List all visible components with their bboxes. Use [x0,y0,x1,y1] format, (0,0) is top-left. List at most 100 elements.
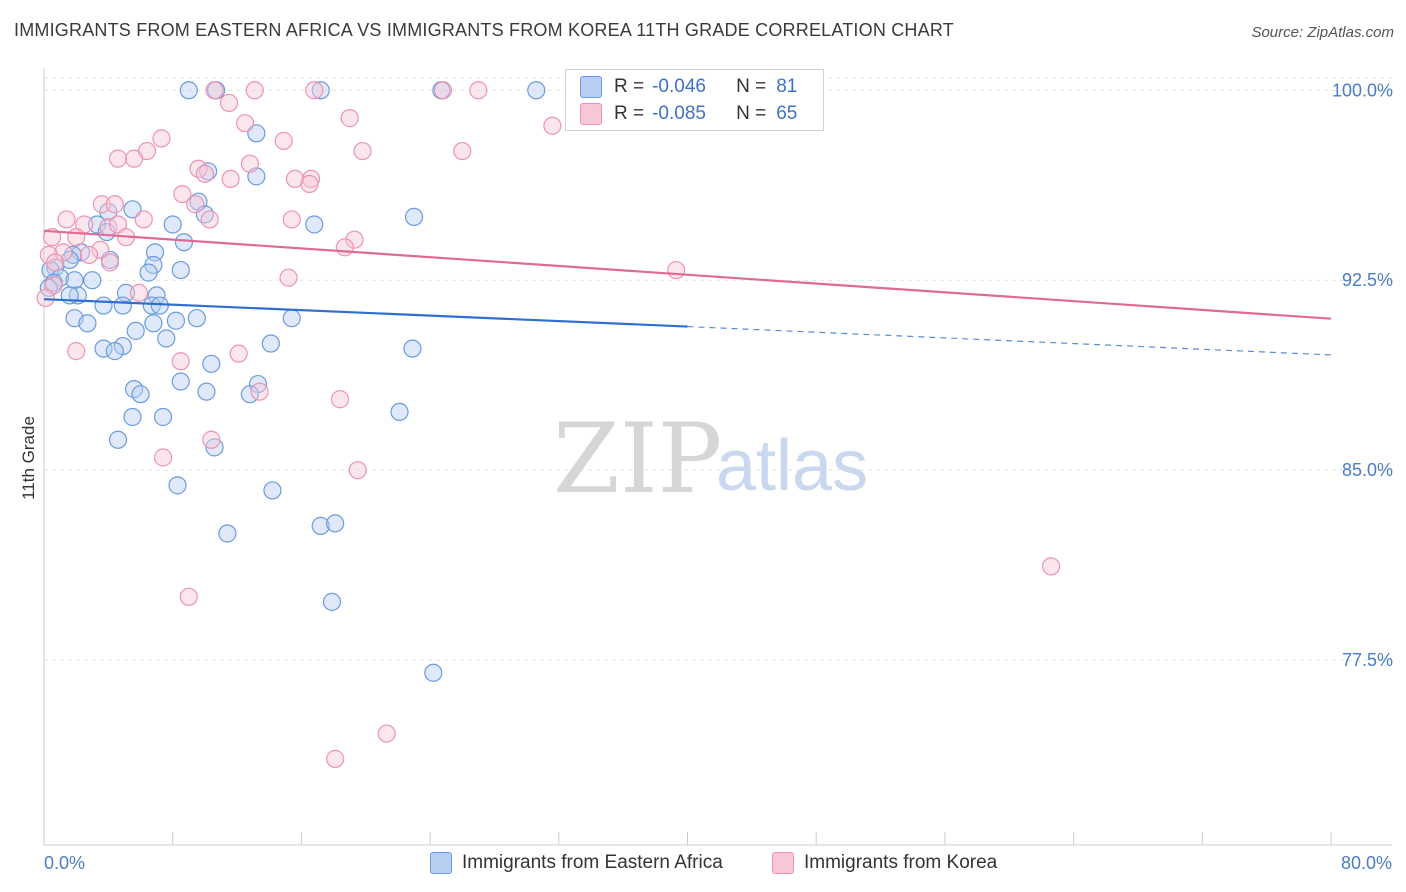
data-point [153,448,173,467]
data-point [67,228,86,247]
y-tick-label: 92.5% [1342,270,1393,290]
legend-n-value: 81 [776,76,798,97]
data-point [250,382,269,401]
data-point [163,215,182,234]
data-point [240,154,260,173]
data-point [345,230,364,249]
data-point [221,169,240,189]
legend-n-label: N = [736,103,767,124]
data-point [202,354,221,373]
correlation-legend: R = -0.046 N = 81 R = -0.085 N = 65 [565,69,824,131]
data-point [340,109,359,128]
data-point [152,129,171,148]
data-point [150,296,169,315]
data-point [65,271,84,290]
data-point [94,296,113,315]
series-legend-item-korea: Immigrants from Korea [772,852,997,874]
data-point [200,210,219,229]
data-point [263,481,282,500]
data-point [144,314,163,333]
data-point [124,149,144,168]
data-point [105,342,124,361]
data-point [94,339,113,358]
data-point [87,215,107,234]
series-legend: Immigrants from Eastern Africa Immigrant… [0,852,1406,876]
data-point [285,169,305,189]
data-point [1041,557,1061,576]
data-point [83,271,102,290]
y-tick-labels: 100.0% 92.5% 85.0% 77.5% [1332,80,1393,670]
data-point [79,245,99,264]
data-point [157,329,176,348]
data-point [139,263,158,282]
data-point [91,240,110,259]
legend-row-korea: R = -0.085 N = 65 [580,101,797,127]
data-point [527,81,546,100]
data-point [113,296,132,315]
data-point [305,215,324,234]
data-point [311,516,330,535]
legend-n-label: N = [736,76,767,97]
data-point [108,430,128,449]
data-point [326,514,345,533]
data-point [390,402,409,422]
data-point [39,245,58,264]
legend-swatch-blue [580,76,602,98]
data-point [667,260,686,280]
data-point [134,210,153,229]
legend-swatch-pink [580,103,602,125]
data-point [100,253,120,272]
data-point [305,81,324,100]
data-point [433,81,453,100]
data-point [67,342,86,361]
data-point [108,149,128,168]
legend-r-label: R = [614,76,645,97]
series-legend-swatch-blue [430,852,452,874]
data-point [105,195,124,214]
data-point [195,164,214,183]
axes [43,68,1392,846]
data-point [279,268,298,287]
watermark-atlas: atlas [716,426,868,506]
data-point [179,587,198,606]
data-point [229,344,248,363]
data-point [171,372,190,391]
data-point [166,311,186,330]
data-point [282,309,301,328]
data-point [403,339,422,358]
data-point [197,382,216,401]
data-point [348,461,367,480]
data-point [322,592,342,611]
trend-lines [43,229,1332,356]
trend-line-korea [43,229,1332,320]
y-tick-label: 85.0% [1342,460,1393,480]
data-point [543,116,562,135]
trend-line-eastern-africa-extension [687,325,1332,356]
watermark-zip: ZIP [553,403,722,515]
data-point [129,283,149,302]
data-point [353,141,372,161]
y-axis-label: 11th Grade [19,416,38,500]
data-point [261,334,280,353]
legend-n-value: 65 [776,103,798,124]
x-tick-labels: 0.0% 80.0% [44,853,1392,873]
data-point [282,210,301,229]
data-point [469,81,488,100]
data-point [36,288,55,308]
x-tick-label: 80.0% [1341,853,1392,873]
data-point [219,93,239,113]
series-legend-swatch-pink [772,852,794,874]
data-point [326,749,345,768]
data-point [377,724,396,743]
data-point [453,141,472,161]
data-point [123,407,142,427]
data-point [173,185,192,204]
data-point [300,174,319,194]
data-point [205,81,224,100]
source-text: Source: ZipAtlas.com [1251,24,1394,41]
data-point [171,352,190,371]
data-point [274,131,293,151]
data-point [335,238,354,257]
data-point [42,228,62,247]
